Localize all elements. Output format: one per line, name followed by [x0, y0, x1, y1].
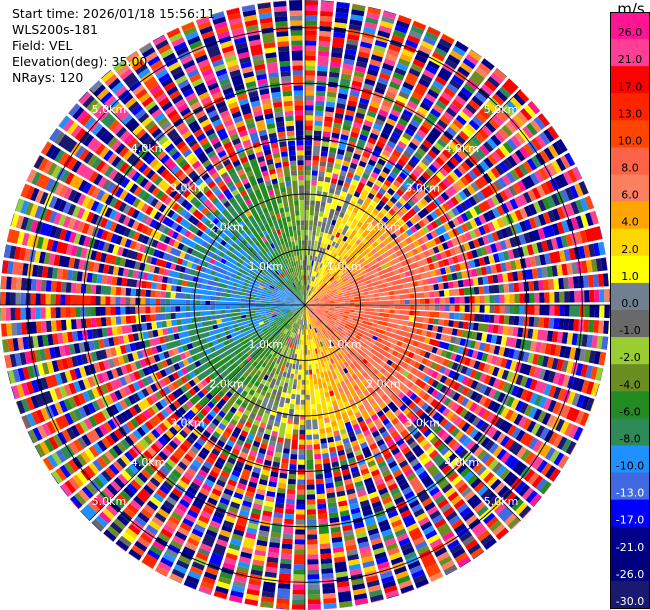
colorbar-tick-label: 17.0: [618, 80, 643, 93]
range-ring-label: 3.0km: [170, 417, 205, 430]
colorbar-tick-label: 6.0: [621, 189, 639, 202]
range-ring-label: 5.0km: [92, 495, 127, 508]
range-ring-label: 4.0km: [131, 142, 166, 155]
range-ring-label: 5.0km: [484, 495, 519, 508]
range-ring-label: 5.0km: [484, 103, 519, 116]
range-ring-label: 5.0km: [92, 103, 127, 116]
colorbar-bin: [610, 282, 650, 311]
colorbar-bin: [610, 310, 650, 338]
gate-group: [14, 11, 585, 606]
colorbar-bin: [610, 580, 650, 609]
colorbar-tick-label: -21.0: [616, 541, 644, 554]
range-ring-label: 2.0km: [209, 221, 244, 234]
colorbar-tick-label: 21.0: [618, 53, 643, 66]
colorbar-bin: [610, 418, 650, 446]
range-ring-label: 2.0km: [366, 221, 401, 234]
colorbar-tick-label: 4.0: [621, 216, 639, 229]
range-ring-label: 1.0km: [327, 260, 362, 273]
colorbar-tick-label: -4.0: [619, 378, 640, 391]
colorbar-tick-label: 2.0: [621, 243, 639, 256]
colorbar-tick-label: 26.0: [618, 26, 643, 39]
colorbar-tick-label: 10.0: [618, 134, 643, 147]
colorbar-bin: [610, 39, 650, 67]
colorbar-tick-label: -17.0: [616, 514, 644, 527]
colorbar-bin: [610, 66, 650, 94]
range-ring-label: 2.0km: [366, 377, 401, 390]
colorbar-bin: [610, 201, 650, 230]
range-ring-label: 1.0km: [248, 260, 283, 273]
colorbar-bin: [610, 526, 650, 555]
range-ring-label: 3.0km: [405, 417, 440, 430]
colorbar-bin: [610, 93, 650, 121]
colorbar-bin: [610, 228, 650, 257]
colorbar-bin: [610, 553, 650, 582]
colorbar-tick-label: 1.0: [621, 270, 639, 283]
scan-info-panel: Start time: 2026/01/18 15:56:11 WLS200s-…: [12, 6, 215, 86]
azimuth-spoke: [304, 304, 521, 521]
colorbar-tick-label: -8.0: [619, 432, 640, 445]
colorbar-bin: [610, 499, 650, 528]
colorbar-tick-label: -6.0: [619, 405, 640, 418]
range-ring-label: 4.0km: [131, 456, 166, 469]
azimuth-spokes: [0, 0, 610, 610]
azimuth-spoke: [304, 89, 521, 306]
range-ring-labels: 1.0km 1.0km 1.0km 1.0km 2.0km 2.0km 2.0km 2.0km…: [92, 103, 519, 508]
elevation-text: Elevation(deg): 35.00: [12, 54, 148, 69]
range-ring-label: 3.0km: [405, 181, 440, 194]
gate-group: [0, 7, 610, 599]
range-ring-label: 2.0km: [209, 377, 244, 390]
colorbar-tick-label: -10.0: [616, 460, 644, 473]
colorbar-bin: [610, 364, 650, 392]
colorbar-bin: [610, 120, 650, 148]
colorbar-bin: [610, 445, 650, 474]
colorbar-bin: [610, 12, 650, 40]
range-ring-label: 4.0km: [445, 142, 480, 155]
instrument-name-text: WLS200s-181: [12, 22, 98, 37]
colorbar-tick-label: -30.0: [616, 595, 644, 608]
colorbar-tick-label: -13.0: [616, 487, 644, 500]
colorbar-bin: [610, 255, 650, 284]
colorbar-tick-label: 8.0: [621, 162, 639, 175]
colorbar-tick-label: -1.0: [619, 324, 640, 337]
field-text: Field: VEL: [12, 38, 73, 53]
colorbar: 26.0 21.0 17.0 13.0 10.0 8.0 6.0 4.0 2.0 1.0 0.0 -1…: [610, 12, 650, 609]
colorbar-bin: [610, 147, 650, 176]
nrays-text: NRays: 120: [12, 70, 84, 85]
range-ring-label: 4.0km: [445, 456, 480, 469]
range-ring-label: 3.0km: [170, 181, 205, 194]
colorbar-tick-label: -26.0: [616, 568, 644, 581]
colorbar-tick-label: -2.0: [619, 351, 640, 364]
colorbar-tick-label: 0.0: [621, 297, 639, 310]
colorbar-bin: [610, 472, 650, 501]
colorbar-bin: [610, 337, 650, 365]
colorbar-bin: [610, 174, 650, 203]
colorbar-bin: [610, 391, 650, 419]
start-time-text: Start time: 2026/01/18 15:56:11: [12, 6, 216, 21]
ppi-plot: 1.0km 1.0km 1.0km 1.0km 2.0km 2.0km 2.0km 2.0km…: [0, 0, 610, 610]
azimuth-spoke: [89, 89, 306, 306]
range-ring-label: 1.0km: [248, 338, 283, 351]
colorbar-tick-label: 13.0: [618, 107, 643, 120]
azimuth-spoke: [89, 304, 306, 521]
range-ring-label: 1.0km: [327, 338, 362, 351]
